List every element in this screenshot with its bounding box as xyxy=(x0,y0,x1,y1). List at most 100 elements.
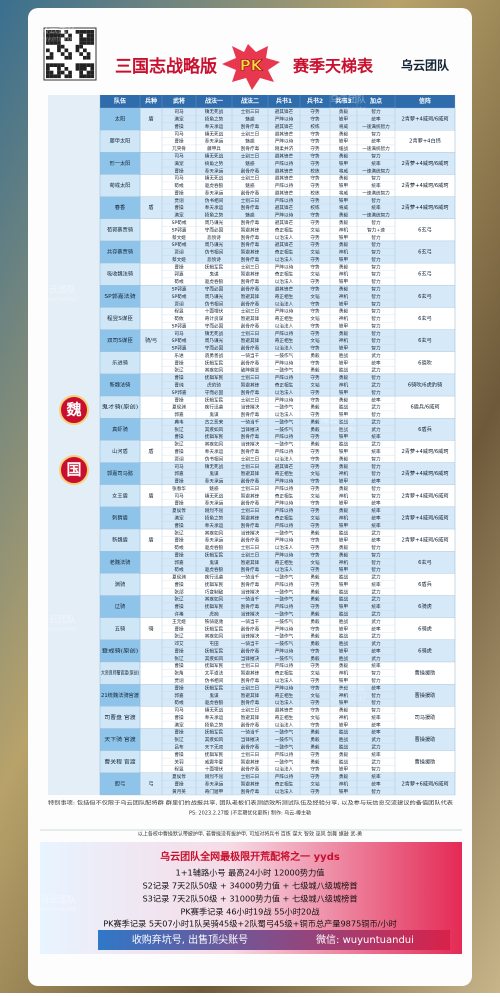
cell: 武力 xyxy=(371,367,381,374)
cell: 守势 xyxy=(310,537,320,544)
cell: 智力 xyxy=(371,788,381,795)
cell: 智力 xyxy=(371,256,381,263)
qr-cell xyxy=(57,74,61,79)
cell: 一骑当千 xyxy=(241,618,260,625)
team-name: 鬼才骑(原创) xyxy=(102,403,138,411)
cell: 一鼓作气 xyxy=(275,529,294,536)
cell: 将威 xyxy=(339,189,349,196)
cell: 蔡文姬 xyxy=(172,234,186,241)
brand: 乌云团队 xyxy=(401,58,450,73)
cell: 勇毅 xyxy=(310,588,320,595)
cell: 满宠 xyxy=(174,721,184,728)
cell: 神机 xyxy=(339,382,349,389)
cell: 铁甲 xyxy=(339,278,349,285)
qr-cell xyxy=(46,30,50,34)
cell: 守而必固 xyxy=(205,226,224,233)
cell: 神机 xyxy=(339,492,349,499)
team-band xyxy=(139,573,456,596)
cell: 士别三日 xyxy=(241,108,259,115)
cell: 统率 xyxy=(371,721,381,728)
cell: 刮骨疗毒 xyxy=(241,322,260,329)
cell: 刮骨疗毒 xyxy=(241,625,260,632)
qr-cell xyxy=(90,63,95,67)
cell: 以治法人 xyxy=(275,300,294,307)
cell: 严阵以待 xyxy=(275,625,294,632)
qr-cell xyxy=(90,37,95,42)
formation-note: 6玄弓 xyxy=(418,336,432,344)
cell: 文韬 xyxy=(310,514,320,521)
team-band xyxy=(139,595,456,618)
cell: 守势 xyxy=(310,389,320,396)
cell: 鬼谋 xyxy=(209,692,219,699)
cell: 勇毅 xyxy=(339,751,349,758)
cell: 暂避其锋 xyxy=(241,780,260,787)
cell: 以治法人 xyxy=(275,766,294,773)
cell: 勇毅 xyxy=(339,662,349,669)
cell: 铁甲 xyxy=(339,603,349,610)
qr-cell xyxy=(49,33,54,38)
cell: 校练 xyxy=(310,204,320,211)
cell: 守势 xyxy=(310,448,320,455)
cell: 守势 xyxy=(310,153,320,160)
cell: 满宠 xyxy=(174,160,184,167)
cell: 曹操 xyxy=(174,522,184,529)
cell: 勇毅 xyxy=(339,241,349,248)
column-header: 兵种 xyxy=(145,97,157,105)
qr-cell xyxy=(64,74,69,79)
qr-cell xyxy=(46,63,50,67)
watermark-url: wuyuntuandui xyxy=(330,967,366,973)
cell: 伪书相间 xyxy=(205,197,224,204)
cell: 以治法人 xyxy=(275,455,294,462)
qr-cell xyxy=(83,41,87,45)
cell: 统率 xyxy=(371,507,381,514)
cell: 镇无死战 xyxy=(205,492,224,499)
cell: 铁甲 xyxy=(339,138,349,145)
cell: 奇正相生 xyxy=(275,382,294,389)
column-header: 武将 xyxy=(173,97,185,105)
team-band xyxy=(139,130,456,153)
cell: 一速满统智力 xyxy=(362,212,390,219)
cell: 避其锋芒 xyxy=(275,189,294,196)
qr-cell xyxy=(90,67,95,71)
cell: 铁甲 xyxy=(339,566,349,573)
cell: 一鼓作气 xyxy=(275,640,294,647)
team-name: 太阳 xyxy=(115,115,125,123)
cell: 统率 xyxy=(371,714,381,721)
qr-cell xyxy=(64,37,69,42)
cell: 统率 xyxy=(371,625,381,632)
cell: 其疾如风 xyxy=(205,655,224,662)
cell: 曹纯 xyxy=(174,382,184,389)
cell: 贾诩 xyxy=(174,197,184,204)
cell: 威震华夏 xyxy=(205,758,224,765)
cell: 抚辑军民 xyxy=(205,625,224,632)
cell: 一骑当千 xyxy=(241,729,260,736)
cell: 周乃谦光 xyxy=(205,337,224,344)
cell: 神机 xyxy=(339,293,349,300)
cell: 刮骨疗毒 xyxy=(241,359,260,366)
cell: 智力 xyxy=(371,263,381,270)
cell: 严阵以待 xyxy=(275,751,294,758)
cell: 统率 xyxy=(371,500,381,507)
cell: 守势 xyxy=(310,707,320,714)
cell: 缓战 xyxy=(339,145,349,152)
qr-cell xyxy=(49,63,54,67)
cell: 严阵以待 xyxy=(275,448,294,455)
cell: 一速满统智力 xyxy=(362,123,390,130)
cell: 奉天承运 xyxy=(205,204,224,211)
cell: 驱虎吞狼 xyxy=(205,544,224,551)
cell: 守势 xyxy=(310,699,320,706)
team-band xyxy=(139,661,456,685)
cell: 铁甲 xyxy=(339,116,349,123)
cell: 勇毅 xyxy=(339,374,349,381)
cell: 武力 xyxy=(371,588,381,595)
cell: 胜战 xyxy=(339,611,349,618)
note: PS: 2023.2.27版 (不定期优化更新) 制作: 乌云-樽主勒 xyxy=(189,810,311,817)
watermark-url: wuyuntuandui xyxy=(330,697,366,703)
cell: 抚辑军民 xyxy=(205,581,224,588)
cell: 一速满统智力 xyxy=(362,189,390,196)
cell: 当锋摧决 xyxy=(241,611,260,618)
cell: 武力 xyxy=(371,743,381,750)
cell: 守势 xyxy=(310,256,320,263)
watermark: 乌云团队 xyxy=(330,954,366,966)
cell: 守势 xyxy=(310,130,320,137)
